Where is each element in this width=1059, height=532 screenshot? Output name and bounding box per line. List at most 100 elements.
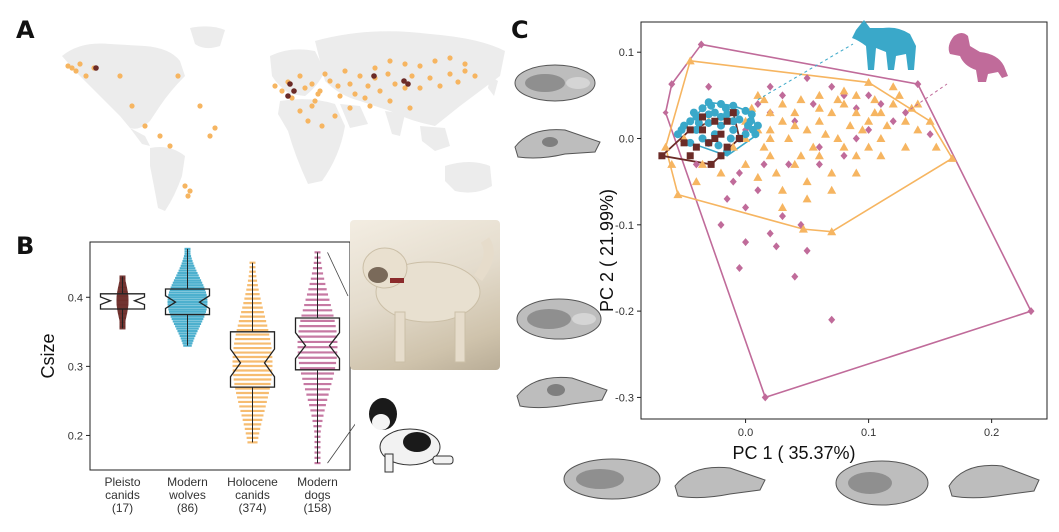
panel-letter-a: A	[16, 16, 35, 44]
pca-scatter-chart: 0.0 0.1 0.2 -0.3 -0.2 -0.1 0.0 0.1 PC 1 ( 35.37%…	[597, 21, 1048, 463]
point-holocene	[765, 108, 775, 117]
point-dog	[729, 177, 737, 186]
series-modern-dogs	[668, 40, 1035, 402]
site-holocene	[83, 73, 89, 79]
series-pleisto-canids	[658, 109, 743, 168]
x-group-label: dogs	[304, 488, 330, 502]
point-dog	[852, 134, 860, 143]
point-holocene	[784, 134, 794, 143]
point-wolf	[741, 106, 750, 115]
point-wolf	[707, 101, 716, 110]
point-pleisto	[711, 117, 719, 125]
point-wolf	[714, 141, 723, 150]
site-holocene	[297, 108, 303, 114]
point-wolf	[686, 138, 695, 147]
point-wolf	[735, 115, 744, 124]
skull-lateral-mid-left	[516, 376, 608, 409]
point-wolf	[729, 101, 738, 110]
point-dog	[723, 194, 731, 203]
point-wolf	[729, 125, 738, 134]
site-holocene	[142, 123, 148, 129]
point-pleisto	[658, 152, 666, 160]
point-dog	[778, 91, 786, 100]
site-holocene	[372, 65, 378, 71]
box-pleisto-canids	[99, 275, 146, 330]
point-holocene	[747, 103, 757, 112]
point-pleisto	[686, 126, 694, 134]
site-holocene	[272, 83, 278, 89]
point-dog	[840, 151, 848, 160]
site-holocene	[279, 88, 285, 94]
point-pleisto	[699, 113, 707, 121]
box-notched	[294, 317, 341, 371]
point-holocene	[827, 185, 837, 194]
site-holocene	[167, 143, 173, 149]
site-holocene	[129, 103, 135, 109]
y-tick-label: 0.1	[619, 47, 634, 59]
point-holocene	[777, 99, 787, 108]
x-tick-label: 0.1	[861, 427, 876, 439]
point-holocene	[864, 142, 874, 151]
point-holocene	[759, 95, 769, 104]
point-holocene	[894, 90, 904, 99]
leader-wolf	[757, 43, 854, 101]
point-holocene	[765, 151, 775, 160]
point-dog	[809, 99, 817, 108]
point-holocene	[901, 142, 911, 151]
site-holocene	[207, 133, 213, 139]
point-dog	[772, 242, 780, 251]
skull-dorsal-bottom-1	[563, 458, 661, 500]
skull-dorsal-mid-left	[516, 298, 602, 340]
point-holocene	[882, 121, 892, 130]
x-group-label: Modern	[167, 475, 208, 489]
dog-silhouette-icon	[948, 33, 1008, 82]
point-wolf	[698, 104, 707, 113]
point-dog	[754, 99, 762, 108]
site-holocene	[309, 103, 315, 109]
x-group-label: wolves	[168, 488, 206, 502]
point-wolf	[698, 134, 707, 143]
site-holocene	[312, 98, 318, 104]
site-holocene	[305, 118, 311, 124]
point-holocene	[913, 99, 923, 108]
site-holocene	[462, 61, 468, 67]
land-japan	[488, 76, 498, 96]
site-holocene	[402, 61, 408, 67]
point-holocene	[845, 121, 855, 130]
point-holocene	[851, 108, 861, 117]
site-holocene	[462, 68, 468, 74]
point-wolf	[748, 125, 757, 134]
y-tick-label: 0.0	[619, 134, 634, 146]
point-holocene	[759, 142, 769, 151]
point-wolf	[716, 121, 725, 130]
land-africa	[278, 99, 345, 184]
point-holocene	[814, 151, 824, 160]
point-wolf	[746, 117, 755, 126]
site-holocene	[447, 71, 453, 77]
point-holocene	[741, 159, 751, 168]
point-holocene	[765, 125, 775, 134]
x-group-n: (86)	[177, 501, 198, 515]
x-group-label: Holocene	[227, 475, 278, 489]
box-modern-wolves	[164, 247, 211, 347]
point-dog	[803, 246, 811, 255]
box-notched	[229, 331, 276, 388]
y-axis-label: Csize	[38, 333, 58, 378]
small-dog-silhouette-icon	[369, 398, 454, 473]
site-holocene	[69, 65, 75, 71]
site-pleisto	[291, 88, 297, 94]
point-pleisto	[705, 139, 713, 147]
point-wolf	[747, 110, 756, 119]
point-dog	[754, 186, 762, 195]
site-holocene	[387, 58, 393, 64]
land-europe	[270, 49, 325, 96]
site-pleisto	[287, 81, 293, 87]
point-holocene	[876, 151, 886, 160]
wolf-silhouette-icon	[852, 20, 916, 70]
point-holocene	[827, 108, 837, 117]
site-holocene	[417, 63, 423, 69]
point-wolf	[721, 104, 730, 113]
point-pleisto	[723, 117, 731, 125]
connector-large-dog	[327, 252, 349, 297]
point-holocene	[753, 172, 763, 181]
